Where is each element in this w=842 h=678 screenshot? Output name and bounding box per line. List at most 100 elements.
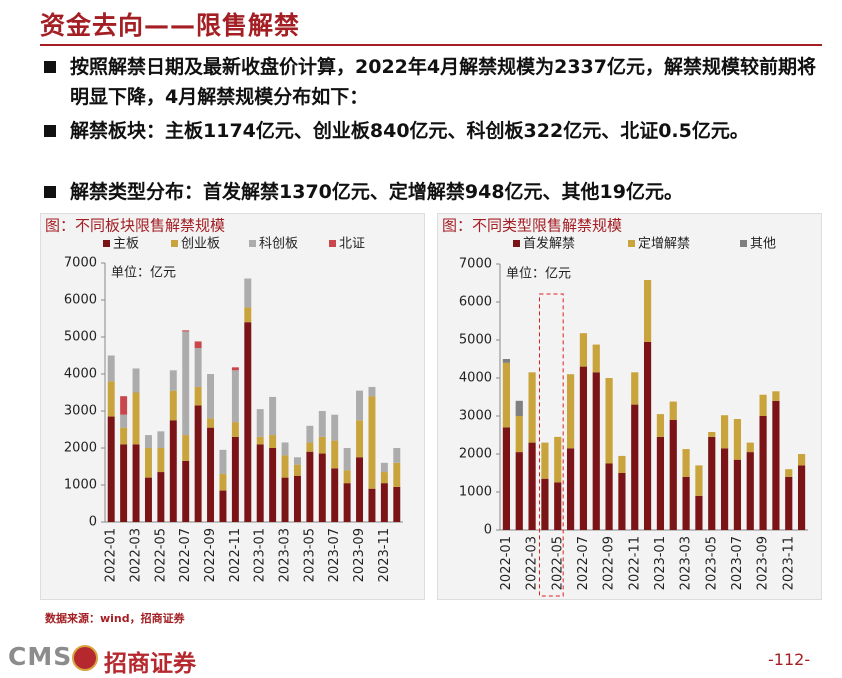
y-tick-label: 5000 [64,330,97,345]
logo-text: CMS [8,642,73,671]
bar-segment [356,420,364,458]
annotation: 单位：亿元 [506,267,571,282]
bullet: 按照解禁日期及最新收盘价计算，2022年4月解禁规模为2337亿元，解禁规模较前… [40,52,830,112]
bar-segment [592,344,600,373]
bar-segment [656,436,665,530]
bar-segment [132,444,140,522]
x-tick-label: 2023-03 [278,528,293,582]
bar-segment [720,415,729,449]
bullet-marker [44,186,56,198]
bar-segment [733,459,742,530]
bar-segment [708,431,716,437]
bar-segment [207,418,215,428]
bar-segment [695,465,703,496]
bar-segment [144,448,152,478]
bar-segment [682,476,690,530]
bar-segment [318,411,326,437]
x-tick-label: 2023-01 [253,528,268,582]
y-tick-label: 3000 [64,404,97,419]
x-tick-label: 2023-11 [377,528,392,582]
bar-segment [244,278,252,308]
y-tick-label: 2000 [64,441,97,456]
legend-label: 首发解禁 [523,236,575,252]
bar-segment [797,465,806,530]
bar-segment [157,431,165,448]
bar-segment [293,475,301,522]
slide-title: 资金去向——限售解禁 [40,11,301,40]
bar-segment [343,448,351,471]
x-tick-label: 2022-11 [228,528,243,582]
bar-segment [618,455,626,473]
bar-segment [269,448,277,522]
bar-segment [281,477,289,522]
bar-segment [219,490,227,522]
source: 数据来源：wind，招商证券 [45,612,185,625]
y-tick-label: 4000 [459,371,492,386]
x-tick-label: 2022-05 [550,536,565,590]
legend-label: 主板 [113,237,139,252]
bar-segment [331,468,339,522]
legend-swatch [513,240,520,247]
bar-segment [368,396,376,489]
bar-segment [120,444,128,522]
y-tick-label: 6000 [459,295,492,310]
bar-segment [107,355,115,382]
bar-segment [579,366,588,530]
bullet-text: 解禁板块：主板1174亿元、创业板840亿元、科创板322亿元、北证0.5亿元。 [70,120,749,142]
x-tick-label: 2023-05 [302,528,317,582]
x-tick-label: 2022-11 [627,536,642,590]
bar-segment [157,448,165,473]
legend-swatch [249,240,256,247]
bar-segment [733,419,742,460]
x-tick-label: 2023-07 [730,536,745,590]
x-tick-label: 2022-01 [104,528,119,582]
bar-segment [746,452,754,530]
legend-swatch [171,240,178,247]
bar-segment [592,372,600,530]
bar-segment [318,453,326,522]
bar-segment [682,449,690,477]
legend-swatch [628,240,635,247]
bar-segment [502,359,511,363]
bar-segment [528,372,536,443]
bar-segment [194,405,202,522]
x-tick-label: 2022-09 [602,536,617,590]
bar-segment [231,422,239,437]
bar-segment [356,390,364,421]
highlight-box [539,293,564,597]
bar-segment [293,457,301,465]
bar-segment [393,448,401,463]
legend-swatch [103,240,110,247]
bar-segment [502,427,511,530]
bar-segment [120,414,128,428]
logo-icon [72,645,98,671]
bar-segment [695,495,703,530]
legend-label: 定增解禁 [638,237,690,252]
legend-label: 创业板 [181,237,220,252]
bullet-marker [44,125,56,137]
bar-segment [669,419,677,530]
bar-segment [331,440,339,469]
bar-segment [169,370,177,391]
bar-segment [207,374,215,419]
bar-segment [306,425,314,443]
y-tick-label: 7000 [64,256,97,271]
bar-segment [219,473,227,491]
bar-segment [269,435,277,448]
bar-segment [772,400,780,530]
bar-segment [293,464,301,476]
bar-segment [797,454,806,466]
bar-segment [368,488,376,522]
annotation: 单位：亿元 [111,266,176,281]
bullet: 解禁类型分布：首发解禁1370亿元、定增解禁948亿元、其他19亿元。 [40,177,830,207]
bar-segment [631,372,639,405]
bar-segment [182,435,190,461]
bar-segment [231,436,239,522]
bar-segment [393,486,401,522]
bar-segment [269,396,277,436]
x-tick-label: 2022-09 [203,528,218,582]
title-rule [40,44,822,46]
bar-segment [343,483,351,522]
bar-segment [618,473,626,530]
